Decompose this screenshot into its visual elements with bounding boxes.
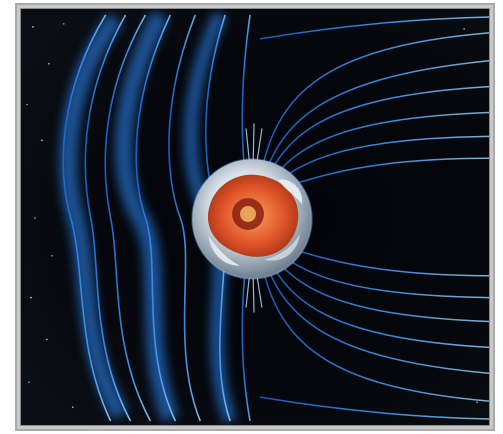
starfield <box>26 23 478 408</box>
earth-globe <box>191 158 313 280</box>
magnetosphere-illustration <box>21 9 489 425</box>
image-canvas <box>20 8 490 426</box>
image-frame <box>15 3 495 431</box>
